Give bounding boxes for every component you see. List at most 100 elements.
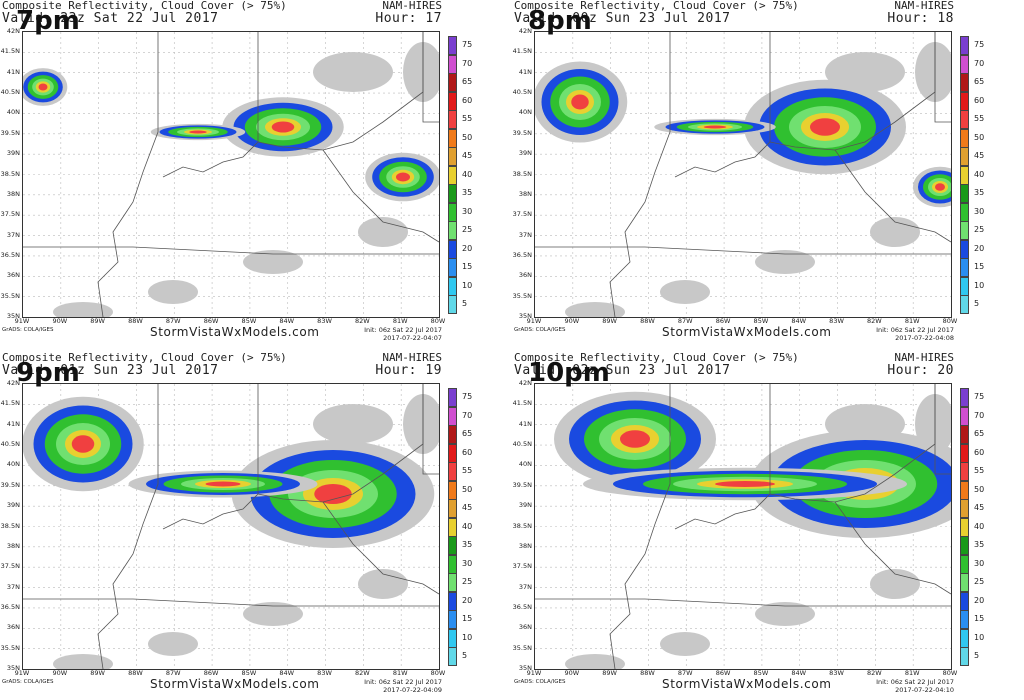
legend-label: 55 (462, 466, 473, 475)
latitude-tick: 38N (6, 541, 20, 550)
reflectivity-cell (314, 484, 352, 504)
legend-label: 50 (462, 132, 473, 142)
legend-swatch (448, 573, 457, 592)
product-title: Composite Reflectivity, Cloud Cover (> 7… (514, 0, 799, 12)
legend-swatch (448, 221, 457, 240)
latitude-tick: 38.5N (512, 169, 532, 178)
longitude-tick: 90W (52, 317, 68, 325)
map-svg (535, 32, 951, 317)
state-border (97, 32, 159, 317)
forecast-panel-1: Composite Reflectivity, Cloud Cover (> 7… (0, 0, 506, 345)
legend-label: 10 (974, 632, 985, 642)
legend-label: 5 (974, 651, 980, 660)
cloud-cover-area (148, 632, 198, 656)
legend-swatch (960, 184, 969, 203)
legend-label: 20 (462, 595, 473, 605)
legend-swatch (448, 239, 457, 259)
latitude-tick: 37N (518, 230, 532, 239)
cloud-cover-area (660, 280, 710, 304)
legend-swatch (448, 388, 457, 407)
legend-label: 40 (974, 521, 985, 531)
legend-swatch (448, 276, 457, 296)
legend-label: 70 (462, 410, 473, 420)
cloud-cover-area (915, 42, 951, 102)
longitude-tick: 89W (602, 317, 617, 325)
longitude-tick: 91W (526, 669, 542, 677)
state-border (644, 598, 951, 607)
legend-label: 65 (462, 77, 473, 86)
legend-label: 5 (974, 299, 980, 308)
legend-swatch (448, 406, 457, 426)
longitude-tick: 90W (52, 669, 68, 677)
latitude-tick: 36.5N (0, 250, 20, 259)
latitude-tick: 41.5N (0, 399, 20, 408)
cloud-cover-area (565, 302, 625, 317)
legend-label: 65 (974, 429, 985, 438)
cloud-cover-area (403, 42, 439, 102)
latitude-tick: 40N (6, 460, 20, 469)
longitude-tick: 82W (355, 669, 370, 677)
legend-label: 35 (974, 540, 985, 549)
latitude-tick: 39.5N (0, 128, 20, 137)
legend-swatch (960, 406, 969, 426)
longitude-tick: 81W (904, 669, 920, 677)
legend-label: 20 (974, 595, 985, 605)
latitude-tick: 42N (518, 379, 532, 387)
longitude-labels: 91W 90W 89W 88W 87W 86W 85W 84W 83W 82W 81W 80W (15, 317, 446, 327)
site-watermark: StormVistaWxModels.com (150, 677, 320, 691)
longitude-tick: 80W (942, 669, 958, 677)
longitude-tick: 86W (715, 317, 731, 325)
cloud-cover-area (870, 569, 920, 599)
latitude-tick: 37N (6, 230, 20, 239)
state-border (644, 246, 951, 255)
cloud-cover-area (243, 250, 303, 274)
legend-label: 30 (462, 206, 473, 216)
legend-label: 50 (462, 484, 473, 494)
legend-label: 15 (462, 614, 473, 623)
cloud-cover-area (755, 602, 815, 626)
legend-swatch (960, 128, 969, 148)
run-stamp: 2017-07-22-04:08 (895, 334, 954, 342)
legend-label: 60 (974, 447, 985, 457)
latitude-tick: 40N (518, 108, 532, 117)
site-watermark: StormVistaWxModels.com (150, 325, 320, 339)
model-name: NAM-HIRES (382, 351, 442, 364)
legend-swatch (448, 610, 457, 629)
legend-swatch (448, 147, 457, 166)
legend-swatch (448, 647, 457, 666)
latitude-tick: 40.5N (512, 88, 532, 97)
latitude-tick: 38N (6, 189, 20, 198)
legend-label: 65 (974, 77, 985, 86)
radar-map (534, 31, 952, 318)
longitude-tick: 88W (640, 669, 655, 677)
latitude-tick: 38.5N (512, 521, 532, 530)
legend-swatch (448, 499, 457, 518)
legend-swatch (448, 110, 457, 129)
reflectivity-legend: 75 70 65 60 55 50 45 40 35 30 25 20 15 10 5 (448, 388, 498, 668)
latitude-tick: 41N (518, 419, 532, 428)
model-name: NAM-HIRES (894, 351, 954, 364)
state-border (422, 384, 439, 475)
legend-label: 45 (462, 151, 473, 160)
longitude-tick: 87W (165, 317, 181, 325)
latitude-tick: 37N (6, 582, 20, 591)
latitude-tick: 36.5N (0, 602, 20, 611)
legend-label: 20 (974, 243, 985, 253)
local-time-label: 8pm (528, 6, 592, 36)
latitude-tick: 36N (518, 623, 532, 632)
latitude-tick: 35N (6, 664, 20, 672)
state-border (834, 501, 951, 595)
reflectivity-cell (205, 481, 241, 487)
longitude-labels: 91W 90W 89W 88W 87W 86W 85W 84W 83W 82W 81W 80W (15, 669, 446, 679)
latitude-tick: 35N (518, 664, 532, 672)
legend-label: 55 (974, 466, 985, 475)
init-info: Init: 06z Sat 22 Jul 2017 2017-07-22-04:… (364, 326, 442, 342)
latitude-tick: 41N (6, 419, 20, 428)
longitude-tick: 83W (317, 317, 332, 325)
state-border (609, 32, 671, 317)
latitude-tick: 36N (6, 271, 20, 280)
cloud-cover-area (660, 632, 710, 656)
legend-label: 30 (974, 206, 985, 216)
longitude-tick: 91W (14, 669, 30, 677)
longitude-tick: 84W (279, 317, 295, 325)
